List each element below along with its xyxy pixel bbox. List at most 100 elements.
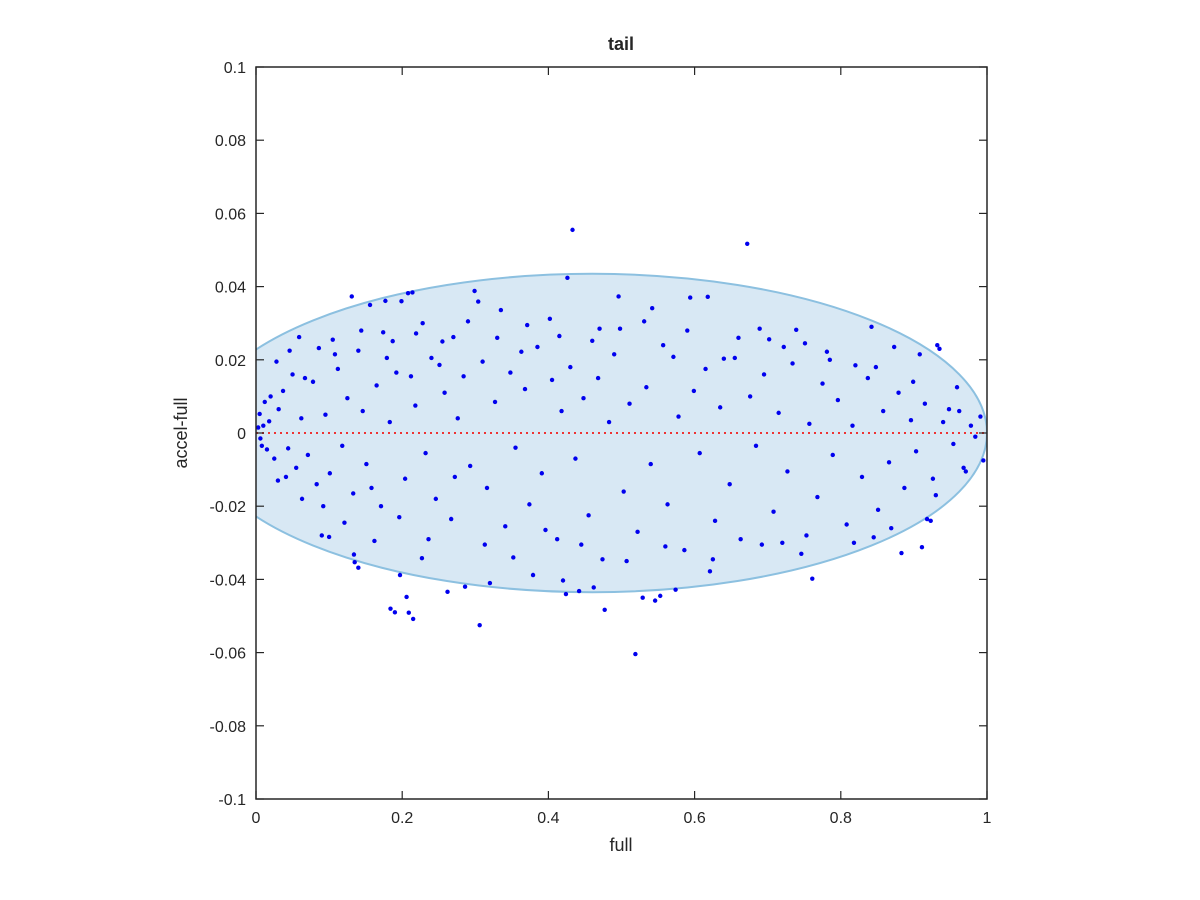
scatter-point bbox=[314, 482, 319, 487]
scatter-point bbox=[799, 551, 804, 556]
scatter-point bbox=[272, 456, 277, 461]
scatter-point bbox=[747, 394, 753, 399]
scatter-point bbox=[581, 396, 586, 401]
scatter-point bbox=[928, 518, 933, 524]
scatter-point bbox=[648, 461, 653, 467]
scatter-point bbox=[383, 298, 388, 304]
scatter-point bbox=[785, 469, 790, 474]
scatter-point bbox=[579, 542, 584, 547]
scatter-point bbox=[477, 622, 482, 628]
scatter-point bbox=[461, 374, 466, 379]
scatter-point bbox=[359, 328, 364, 333]
scatter-point bbox=[287, 348, 292, 353]
scatter-point bbox=[736, 335, 741, 341]
scatter-point bbox=[776, 410, 781, 416]
scatter-point bbox=[451, 334, 456, 340]
scatter-point bbox=[595, 375, 601, 381]
scatter-point bbox=[498, 307, 504, 313]
scatter-point bbox=[688, 295, 693, 300]
scatter-point bbox=[319, 533, 324, 538]
scatter-point bbox=[820, 381, 825, 386]
scatter-point bbox=[352, 559, 357, 565]
scatter-point bbox=[369, 485, 374, 491]
scatter-point bbox=[865, 375, 871, 381]
x-axis-label: full bbox=[609, 835, 632, 855]
scatter-point bbox=[924, 516, 930, 522]
scatter-point bbox=[910, 379, 916, 384]
scatter-point bbox=[853, 363, 858, 368]
scatter-point bbox=[685, 328, 690, 333]
scatter-point bbox=[305, 452, 311, 458]
scatter-point bbox=[543, 527, 548, 533]
scatter-point bbox=[321, 504, 326, 509]
scatter-point bbox=[968, 423, 974, 428]
scatter-point bbox=[961, 465, 966, 470]
scatter-point bbox=[495, 335, 500, 341]
scatter-point bbox=[462, 584, 468, 589]
scatter-point bbox=[658, 593, 663, 599]
scatter-point bbox=[621, 489, 626, 494]
y-tick-label: -0.04 bbox=[210, 572, 247, 589]
scatter-point bbox=[650, 305, 655, 311]
scatter-point bbox=[467, 463, 473, 469]
scatter-point bbox=[682, 547, 687, 553]
x-tick-label: 0 bbox=[252, 810, 261, 827]
scatter-point bbox=[535, 344, 540, 350]
scatter-point bbox=[294, 465, 299, 470]
scatter-point bbox=[384, 355, 390, 361]
scatter-point bbox=[351, 552, 357, 557]
scatter-point bbox=[844, 522, 849, 527]
scatter-point bbox=[761, 372, 767, 377]
scatter-point bbox=[889, 525, 894, 531]
scatter-point bbox=[264, 447, 270, 452]
scatter-point bbox=[280, 388, 286, 394]
scatter-point bbox=[891, 344, 897, 350]
scatter-point bbox=[327, 471, 333, 476]
scatter-point bbox=[549, 377, 555, 383]
scatter-point bbox=[342, 520, 347, 525]
scatter-point bbox=[586, 513, 591, 518]
y-axis-label: accel-full bbox=[171, 397, 191, 468]
scatter-point bbox=[691, 388, 697, 394]
confidence-ellipse bbox=[256, 272, 987, 594]
scatter-point bbox=[257, 411, 262, 417]
scatter-point bbox=[472, 288, 477, 294]
scatter-point bbox=[871, 535, 876, 540]
scatter-point bbox=[922, 401, 928, 406]
scatter-point bbox=[387, 419, 392, 425]
scatter-point bbox=[335, 366, 341, 372]
scatter-point bbox=[807, 421, 812, 427]
scatter-point bbox=[802, 341, 808, 346]
scatter-point bbox=[522, 386, 528, 392]
scatter-point bbox=[356, 348, 361, 353]
scatter-point bbox=[576, 588, 582, 594]
scatter-point bbox=[484, 485, 490, 491]
y-tick-label: 0.04 bbox=[215, 280, 246, 297]
scatter-point bbox=[721, 356, 727, 361]
scatter-point bbox=[465, 319, 471, 324]
scatter-point bbox=[259, 443, 265, 449]
scatter-point bbox=[790, 361, 795, 366]
scatter-point bbox=[913, 449, 919, 454]
x-tick-label: 0.6 bbox=[683, 810, 705, 827]
scatter-point bbox=[440, 339, 445, 344]
scatter-point bbox=[835, 397, 841, 403]
scatter-point bbox=[476, 299, 481, 304]
scatter-point bbox=[448, 516, 454, 522]
scatter-point bbox=[981, 458, 986, 463]
scatter-point bbox=[886, 460, 892, 465]
scatter-point bbox=[397, 572, 403, 578]
x-tick-label: 0.8 bbox=[830, 810, 852, 827]
scatter-point bbox=[963, 469, 969, 474]
x-tick-label: 0.4 bbox=[537, 810, 559, 827]
scatter-point bbox=[570, 227, 575, 233]
scatter-point bbox=[810, 576, 815, 581]
scatter-point bbox=[445, 589, 450, 595]
scatter-point bbox=[573, 456, 578, 461]
scatter-point bbox=[935, 342, 940, 348]
scatter-point bbox=[602, 607, 607, 612]
scatter-point bbox=[419, 555, 425, 561]
scatter-point bbox=[330, 337, 335, 342]
scatter-point bbox=[917, 352, 922, 357]
